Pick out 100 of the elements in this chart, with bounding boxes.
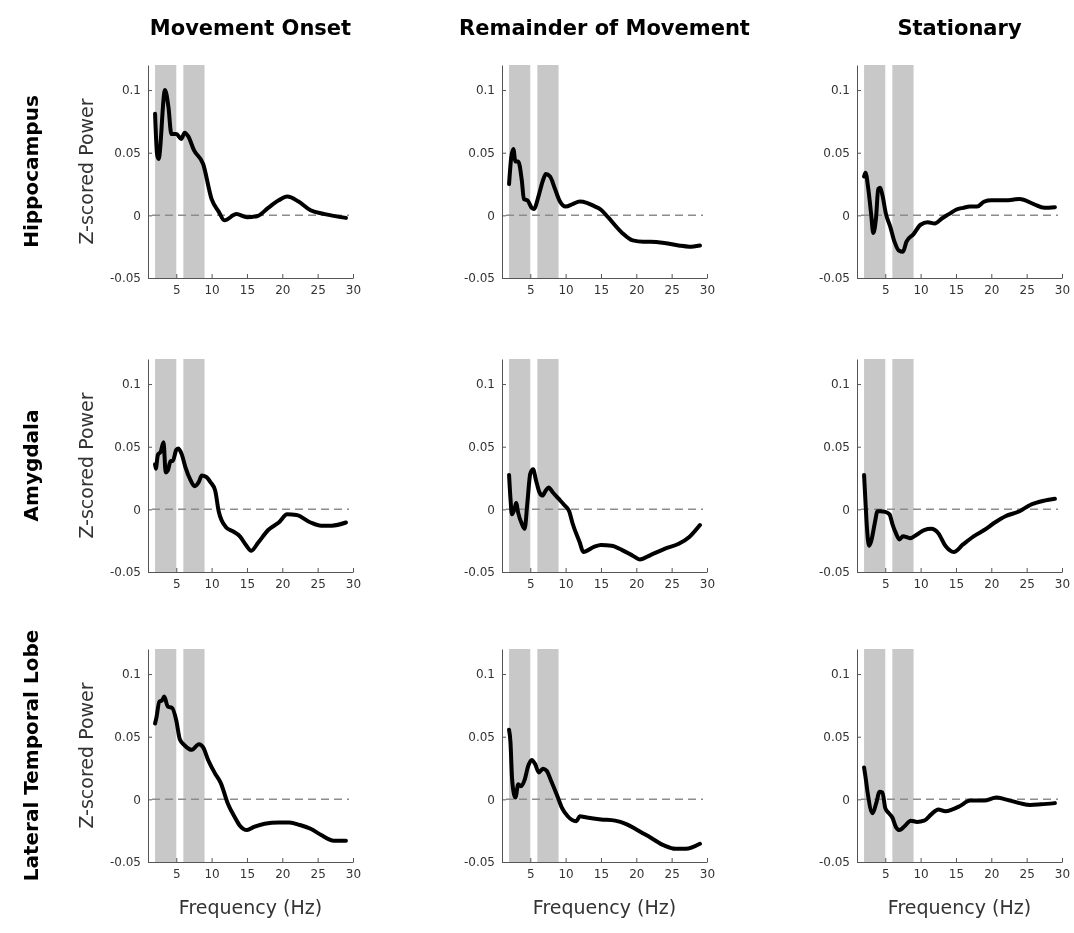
y-tick-label: 0	[842, 792, 850, 807]
x-tick-label: 25	[664, 282, 680, 297]
y-tick-label: 0.05	[823, 440, 850, 455]
y-tick-label: 0.1	[475, 377, 495, 392]
chart-title: Movement Onset	[149, 16, 352, 40]
x-tick-label: 20	[984, 866, 1000, 881]
y-tick-label: -0.05	[818, 855, 850, 870]
y-tick-label: 0	[133, 502, 141, 517]
x-tick-label: 30	[345, 866, 362, 881]
x-tick-label: 20	[629, 282, 645, 297]
y-tick-label: 0.1	[830, 667, 850, 682]
x-tick-label: 5	[881, 576, 890, 591]
x-tick-label: 15	[239, 576, 256, 591]
x-tick-label: 10	[913, 576, 929, 591]
y-axis-title: Z-scored Power	[75, 392, 97, 539]
text: Amygdala	[19, 409, 43, 522]
line-series	[153, 88, 348, 223]
x-tick-label: 20	[275, 282, 291, 297]
y-tick-label: 0	[487, 502, 495, 517]
x-tick-label: 20	[984, 282, 1000, 297]
y-tick-label: 0.1	[121, 377, 141, 392]
line-series	[507, 467, 702, 562]
y-tick-label: 0.05	[823, 146, 850, 161]
y-tick-label: 0.1	[475, 83, 495, 98]
x-tick-label: 10	[558, 282, 574, 297]
x-tick-label: 10	[558, 866, 574, 881]
x-tick-label: 5	[526, 576, 535, 591]
y-tick-label: -0.05	[463, 271, 495, 286]
x-tick-label: 25	[664, 576, 680, 591]
x-tick-label: 20	[984, 576, 1000, 591]
y-tick-label: 0.1	[121, 83, 141, 98]
y-tick-label: -0.05	[818, 565, 850, 580]
x-tick-label: 5	[172, 866, 181, 881]
x-axis-title: Frequency (Hz)	[532, 896, 677, 918]
x-tick-label: 5	[881, 282, 890, 297]
x-tick-label: 10	[913, 282, 929, 297]
y-tick-label: 0.1	[121, 667, 141, 682]
x-tick-label: 25	[310, 866, 326, 881]
x-tick-label: 30	[699, 866, 716, 881]
y-tick-label: -0.05	[463, 855, 495, 870]
text: Hippocampus	[19, 95, 43, 248]
line-series	[507, 146, 702, 249]
text: Lateral Temporal Lobe	[19, 629, 43, 882]
y-tick-label: 0.1	[475, 667, 495, 682]
line-series	[507, 727, 702, 851]
x-tick-label: 30	[1054, 576, 1071, 591]
x-tick-label: 15	[239, 282, 256, 297]
y-tick-label: 0.05	[114, 440, 141, 455]
x-tick-label: 5	[172, 282, 181, 297]
x-tick-label: 10	[913, 866, 929, 881]
y-tick-label: -0.05	[463, 565, 495, 580]
y-tick-label: 0	[133, 208, 141, 223]
x-tick-label: 30	[1054, 282, 1071, 297]
y-tick-label: 0	[487, 208, 495, 223]
chart-title: Remainder of Movement	[459, 16, 750, 40]
y-tick-label: 0	[133, 792, 141, 807]
y-tick-label: -0.05	[818, 271, 850, 286]
x-tick-label: 20	[629, 576, 645, 591]
y-tick-label: -0.05	[109, 271, 141, 286]
x-tick-label: 20	[629, 866, 645, 881]
y-tick-label: 0	[842, 208, 850, 223]
line-series	[862, 765, 1057, 833]
x-tick-label: 5	[881, 866, 890, 881]
x-tick-label: 5	[526, 282, 535, 297]
x-tick-label: 15	[948, 576, 965, 591]
y-tick-label: 0.05	[468, 440, 495, 455]
x-tick-label: 30	[345, 282, 362, 297]
y-tick-label: -0.05	[109, 855, 141, 870]
y-tick-label: 0.05	[114, 146, 141, 161]
x-tick-label: 15	[593, 866, 610, 881]
y-tick-label: 0.05	[823, 730, 850, 745]
y-tick-label: 0	[842, 502, 850, 517]
line-series	[153, 694, 348, 843]
x-tick-label: 30	[699, 282, 716, 297]
y-tick-label: 0.05	[468, 730, 495, 745]
x-tick-label: 20	[275, 866, 291, 881]
x-tick-label: 25	[1019, 282, 1035, 297]
x-tick-label: 5	[172, 576, 181, 591]
x-tick-label: 15	[593, 576, 610, 591]
x-tick-label: 15	[948, 866, 965, 881]
y-axis-title: Z-scored Power	[75, 682, 97, 829]
x-tick-label: 25	[1019, 576, 1035, 591]
line-series	[153, 440, 348, 553]
x-tick-label: 15	[239, 866, 256, 881]
y-tick-label: -0.05	[109, 565, 141, 580]
x-tick-label: 25	[310, 282, 326, 297]
x-tick-label: 25	[1019, 866, 1035, 881]
x-tick-label: 5	[526, 866, 535, 881]
x-tick-label: 15	[948, 282, 965, 297]
x-axis-title: Frequency (Hz)	[887, 896, 1032, 918]
chart-title: Stationary	[897, 16, 1022, 40]
x-tick-label: 25	[310, 576, 326, 591]
x-tick-label: 10	[558, 576, 574, 591]
y-axis-title: Z-scored Power	[75, 98, 97, 245]
line-series	[862, 472, 1057, 554]
x-tick-label: 30	[345, 576, 362, 591]
x-tick-label: 30	[1054, 866, 1071, 881]
x-tick-label: 10	[204, 866, 220, 881]
x-tick-label: 10	[204, 282, 220, 297]
y-tick-label: 0.1	[830, 377, 850, 392]
